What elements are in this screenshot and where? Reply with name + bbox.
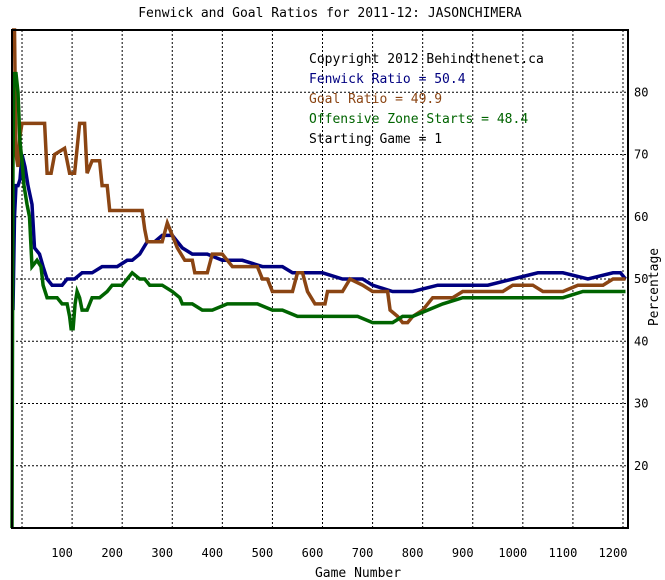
y-tick-label-0: 20 [634,459,648,473]
x-tick-label-4: 500 [252,546,274,560]
x-tick-label-11: 1200 [599,546,628,560]
y-axis-ticks: 20 30 40 50 60 70 80 [634,85,648,473]
legend: Copyright 2012 Behindthenet.ca Fenwick Ra… [309,52,544,147]
x-tick-label-3: 400 [201,546,223,560]
legend-entry-0: Copyright 2012 Behindthenet.ca [309,52,544,67]
x-tick-label-10: 1100 [548,546,577,560]
legend-entry-4: Starting Game = 1 [309,132,442,147]
x-tick-label-6: 700 [352,546,374,560]
plot-frame [11,29,629,529]
y-axis-label: Percentage [647,248,662,326]
y-tick-label-1: 30 [634,397,648,411]
x-tick-label-5: 600 [302,546,324,560]
x-axis-label: Game Number [315,566,401,580]
legend-entry-3: Offensive Zone Starts = 48.4 [309,112,528,127]
chart-title: Fenwick and Goal Ratios for 2011-12: JAS… [138,6,522,21]
y-tick-label-2: 40 [634,334,648,348]
x-tick-label-8: 900 [452,546,474,560]
legend-entry-2: Goal Ratio = 49.9 [309,92,442,107]
y-tick-label-6: 80 [634,85,648,99]
y-tick-label-4: 60 [634,210,648,224]
x-tick-label-1: 200 [101,546,123,560]
x-tick-label-0: 100 [51,546,73,560]
series-lines [10,28,627,529]
y-tick-label-5: 70 [634,148,648,162]
x-axis-ticks: 100 200 300 400 500 600 700 800 900 1000 1100 1200 [51,546,627,560]
series-line-offensive-zone-starts [10,71,626,529]
y-tick-label-3: 50 [634,272,648,286]
legend-entry-1: Fenwick Ratio = 50.4 [309,72,466,87]
x-tick-label-2: 300 [151,546,173,560]
x-tick-label-7: 800 [402,546,424,560]
x-tick-label-9: 1000 [498,546,527,560]
series-line-goal-ratio [12,28,626,325]
